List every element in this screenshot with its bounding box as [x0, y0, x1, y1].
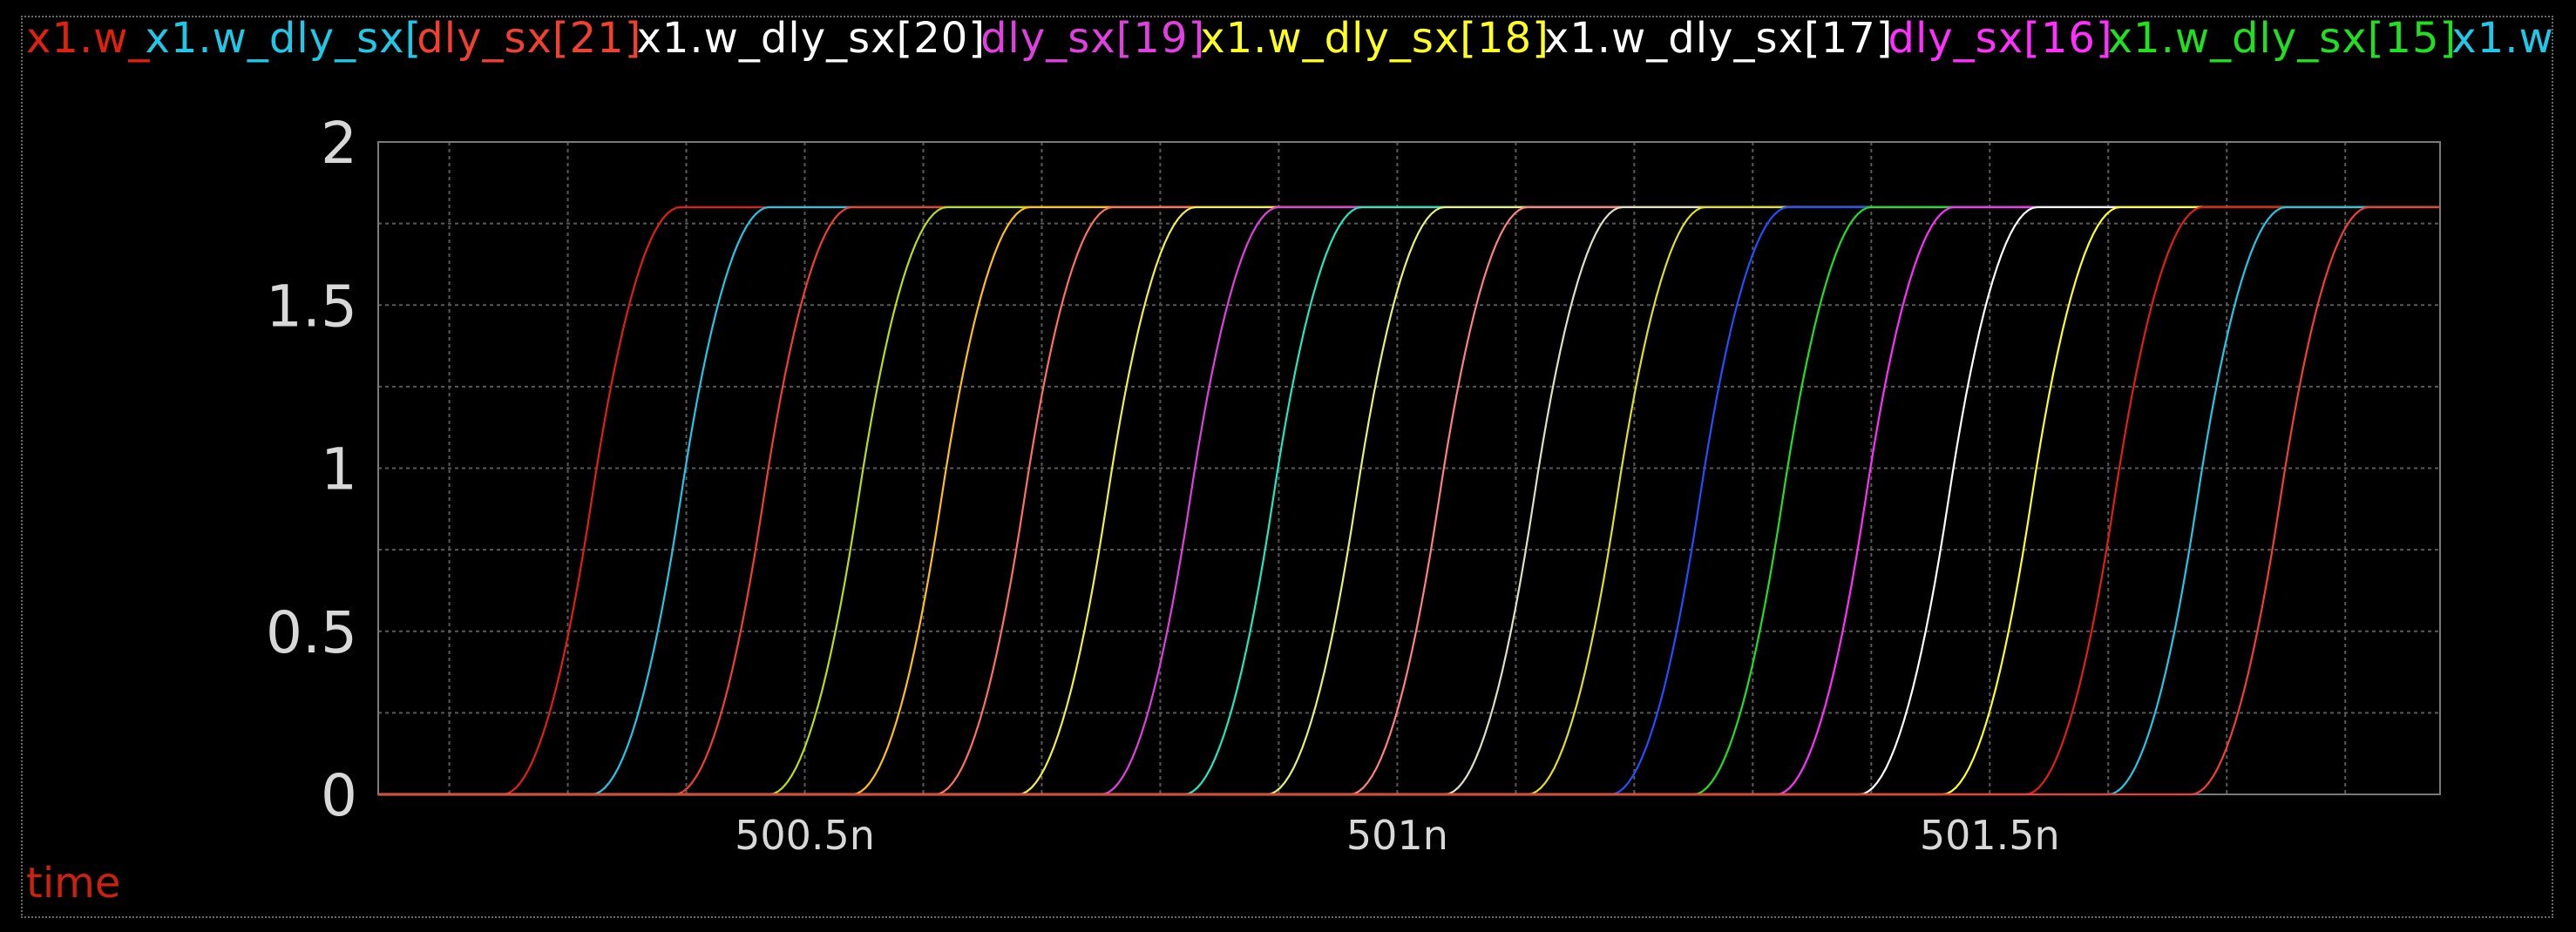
- plot-frame: [21, 16, 2553, 918]
- series-line: [378, 206, 2440, 796]
- series-line: [378, 206, 2440, 796]
- series-line: [378, 206, 2440, 796]
- series-line: [378, 206, 2440, 796]
- legend-entry: x1.w_dly_sx[17]: [1543, 14, 1894, 63]
- series-line: [378, 206, 2440, 796]
- y-tick-label: 1.5: [266, 273, 357, 340]
- y-tick-label: 2: [321, 110, 357, 177]
- x-tick-label: 501n: [1346, 812, 1448, 859]
- series-line: [378, 206, 2440, 796]
- legend-entry: x1.w_: [26, 14, 151, 63]
- legend-entry: dly_sx[19]: [980, 14, 1206, 63]
- series-line: [378, 206, 2440, 796]
- series-line: [378, 206, 2440, 796]
- y-tick-label: 0: [321, 762, 357, 829]
- x-tick-label: 500.5n: [735, 812, 875, 859]
- legend-entry: x1.w_dly_sx[: [145, 14, 423, 63]
- legend-entry: x1.w_dly_sx[14]: [2451, 14, 2553, 63]
- grid: [378, 142, 2440, 794]
- series-line: [378, 206, 2440, 796]
- series-line: [378, 206, 2440, 796]
- series-line: [378, 206, 2440, 796]
- series-line: [378, 206, 2440, 796]
- legend-entry: dly_sx[16]: [1888, 14, 2113, 63]
- series-line: [378, 206, 2440, 796]
- series-group: [378, 206, 2440, 796]
- series-line: [378, 206, 2440, 796]
- series-line: [378, 206, 2440, 796]
- series-line: [378, 206, 2440, 796]
- series-line: [378, 206, 2440, 796]
- legend-entry: x1.w_dly_sx[15]: [2107, 14, 2457, 63]
- x-tick-label: 501.5n: [1920, 812, 2060, 859]
- legend-entry: dly_sx[21]: [417, 14, 642, 63]
- series-line: [378, 206, 2440, 796]
- legend-entry: x1.w_dly_sx[20]: [636, 14, 986, 63]
- legend: x1.w_x1.w_dly_sx[dly_sx[21]x1.w_dly_sx[2…: [26, 12, 2553, 64]
- y-tick-label: 1: [321, 436, 357, 503]
- legend-entry: x1.w_dly_sx[18]: [1200, 14, 1549, 63]
- series-line: [378, 206, 2440, 796]
- series-line: [378, 206, 2440, 796]
- x-axis-label: time: [26, 859, 121, 908]
- series-line: [378, 206, 2440, 796]
- y-tick-label: 0.5: [266, 599, 357, 666]
- tick-labels: 0 0.5 1 1.5 2 500.5n 501n 501.5n: [266, 110, 2060, 859]
